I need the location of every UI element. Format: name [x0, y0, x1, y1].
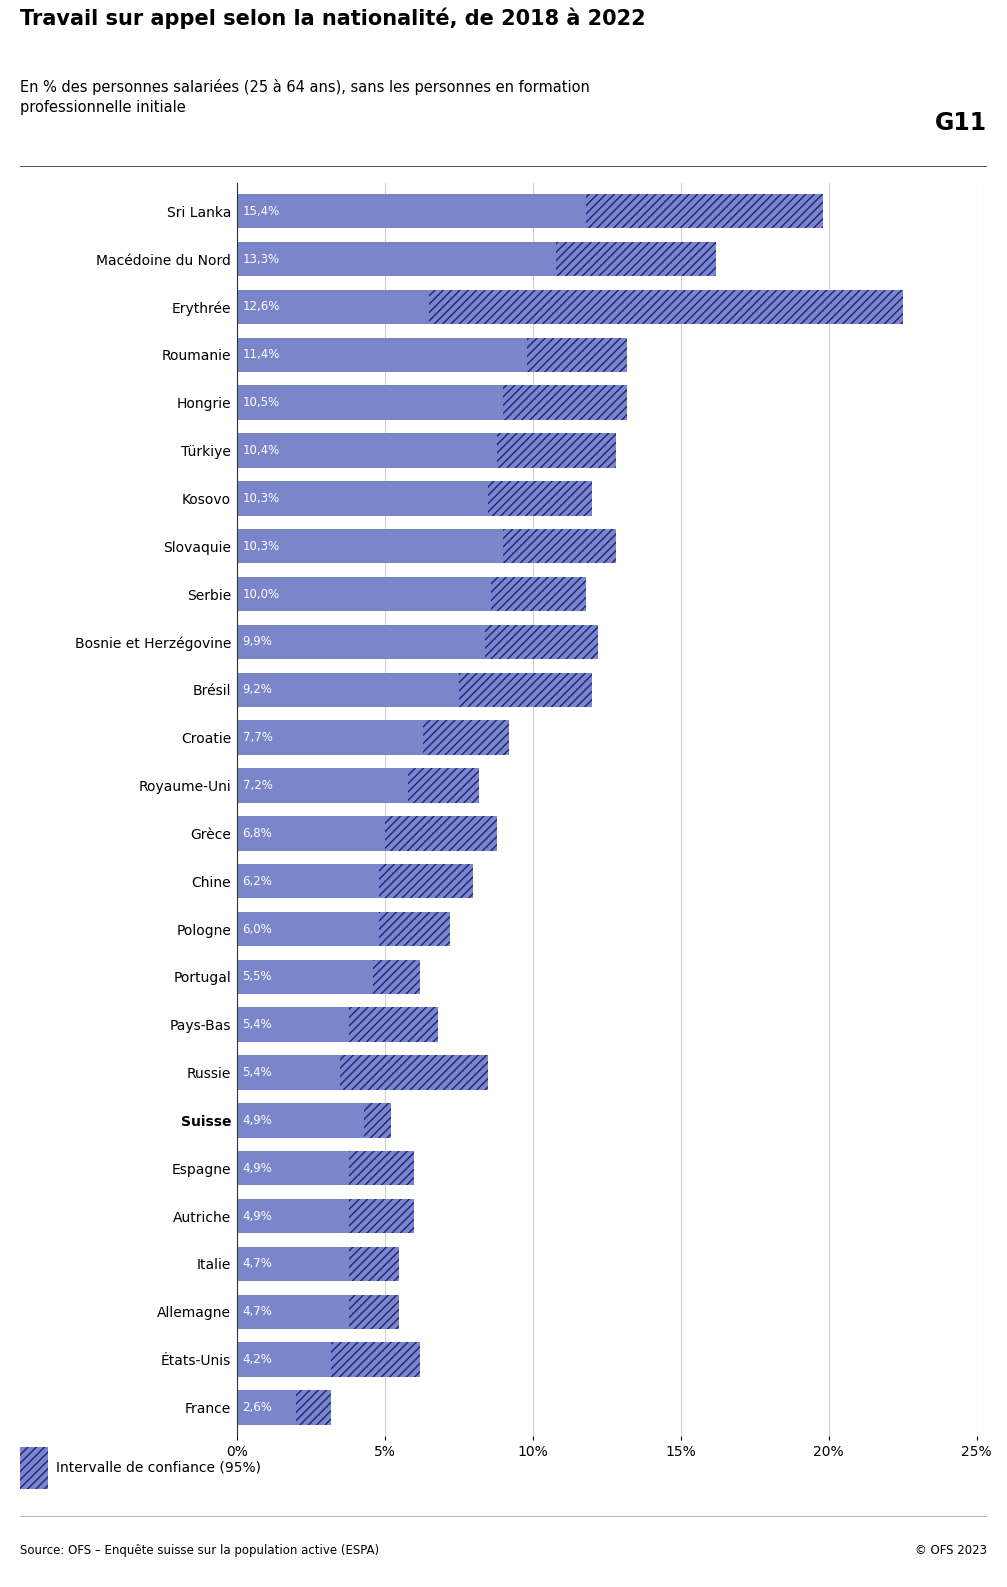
Bar [379, 863, 473, 898]
Bar [349, 1295, 400, 1328]
Bar [237, 1247, 376, 1281]
Bar [237, 433, 545, 468]
Bar [349, 1151, 414, 1185]
Text: 5,5%: 5,5% [243, 970, 272, 984]
Bar [423, 720, 509, 755]
Text: 7,7%: 7,7% [243, 732, 273, 744]
Text: 15,4%: 15,4% [243, 205, 280, 217]
Text: 9,9%: 9,9% [243, 635, 273, 649]
Text: G11: G11 [934, 111, 987, 135]
Text: 11,4%: 11,4% [243, 348, 280, 362]
Bar [237, 576, 533, 611]
Text: Source: OFS – Enquête suisse sur la population active (ESPA): Source: OFS – Enquête suisse sur la popu… [20, 1544, 380, 1557]
Bar [527, 338, 627, 371]
Bar [237, 1343, 361, 1378]
Bar [237, 338, 574, 371]
Text: 4,7%: 4,7% [243, 1306, 273, 1319]
Text: 5,4%: 5,4% [243, 1066, 272, 1079]
Bar [237, 290, 609, 324]
Text: 10,0%: 10,0% [243, 587, 280, 600]
Bar [237, 913, 414, 946]
Bar [373, 960, 420, 993]
Bar [237, 386, 548, 421]
Bar [237, 673, 509, 706]
Bar [488, 481, 592, 516]
Bar [237, 1103, 382, 1138]
Bar [237, 481, 542, 516]
Bar [586, 194, 823, 229]
Text: 12,6%: 12,6% [243, 300, 280, 313]
Bar [340, 1055, 488, 1090]
Bar [237, 1151, 382, 1185]
Bar [349, 1198, 414, 1233]
Text: 4,7%: 4,7% [243, 1257, 273, 1271]
Text: 10,3%: 10,3% [243, 492, 280, 505]
Bar [237, 1198, 382, 1233]
Bar [237, 1055, 397, 1090]
Text: 9,2%: 9,2% [243, 684, 273, 697]
Bar [364, 1103, 391, 1138]
Text: 10,3%: 10,3% [243, 540, 280, 552]
Bar [20, 1447, 47, 1489]
Bar [237, 1008, 397, 1043]
Bar [491, 576, 586, 611]
Text: 5,4%: 5,4% [243, 1019, 272, 1032]
Bar [237, 1390, 313, 1425]
Bar [237, 863, 420, 898]
Text: 6,0%: 6,0% [243, 922, 272, 935]
Text: 6,8%: 6,8% [243, 827, 272, 840]
Text: 6,2%: 6,2% [243, 874, 273, 887]
Bar [237, 528, 542, 563]
Bar [296, 1390, 331, 1425]
Bar [504, 386, 627, 421]
Bar [349, 1247, 400, 1281]
Bar [485, 625, 598, 659]
Text: 13,3%: 13,3% [243, 252, 280, 265]
Bar [504, 528, 615, 563]
Text: 2,6%: 2,6% [243, 1401, 273, 1414]
Text: 10,5%: 10,5% [243, 397, 280, 409]
Text: 4,9%: 4,9% [243, 1162, 273, 1174]
Bar [237, 625, 530, 659]
Bar [237, 816, 438, 851]
Bar [409, 768, 479, 803]
Bar [385, 816, 497, 851]
Bar [237, 241, 630, 276]
Text: Travail sur appel selon la nationalité, de 2018 à 2022: Travail sur appel selon la nationalité, … [20, 8, 645, 30]
Bar [497, 433, 615, 468]
Text: En % des personnes salariées (25 à 64 ans), sans les personnes en formation
prof: En % des personnes salariées (25 à 64 an… [20, 79, 590, 116]
Bar [557, 241, 716, 276]
Bar [237, 960, 400, 993]
Bar [379, 913, 450, 946]
Text: Intervalle de confiance (95%): Intervalle de confiance (95%) [56, 1462, 262, 1474]
Bar [237, 194, 693, 229]
Bar [237, 768, 450, 803]
Bar [237, 720, 464, 755]
Text: 4,2%: 4,2% [243, 1354, 273, 1366]
Text: © OFS 2023: © OFS 2023 [915, 1544, 987, 1557]
Text: 7,2%: 7,2% [243, 779, 273, 792]
Bar [429, 290, 902, 324]
Bar [237, 1295, 376, 1328]
Bar [458, 673, 592, 706]
Text: 4,9%: 4,9% [243, 1114, 273, 1127]
Text: 10,4%: 10,4% [243, 444, 280, 457]
Bar [349, 1008, 438, 1043]
Text: 4,9%: 4,9% [243, 1209, 273, 1222]
Bar [331, 1343, 420, 1378]
